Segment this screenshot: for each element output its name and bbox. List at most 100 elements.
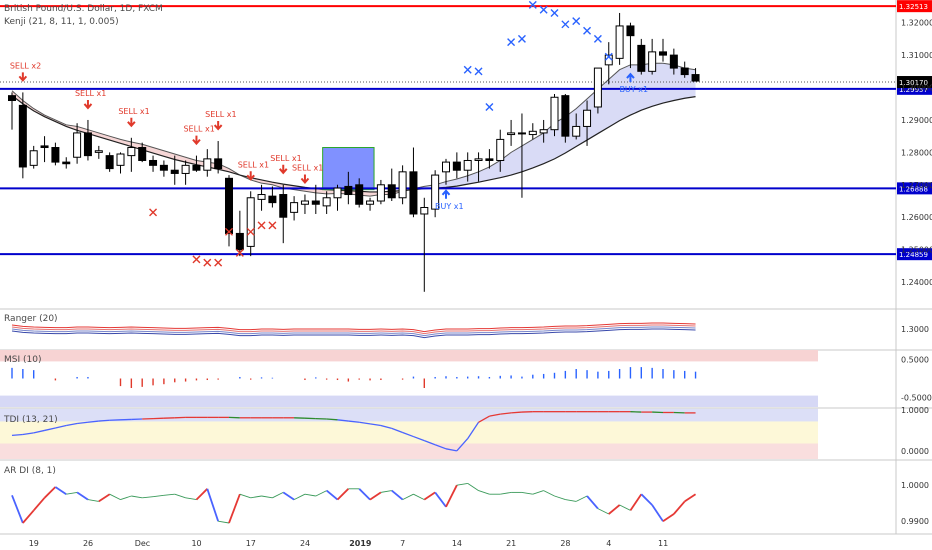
- ardi-line-segment: [120, 495, 132, 501]
- candle-body: [593, 67, 602, 108]
- candle-body: [311, 200, 320, 205]
- ardi-line-segment: [195, 488, 208, 501]
- tdi-line-segment: [326, 418, 338, 421]
- ranger-axis-tick: 1.3000: [901, 325, 929, 334]
- signal-x-mark: [550, 8, 559, 17]
- candle-body: [398, 171, 407, 199]
- kenji-indicator-label: Kenji (21, 8, 11, 1, 0.005): [4, 17, 119, 27]
- tdi-line-segment: [478, 415, 490, 423]
- ardi-line-segment: [43, 486, 57, 499]
- candle-body: [181, 164, 190, 174]
- msi-upper-zone: [0, 350, 818, 362]
- sell-signal-label: SELL x1: [238, 160, 269, 169]
- candle-body: [669, 54, 678, 69]
- candle-body: [225, 177, 233, 234]
- ardi-line-segment: [218, 520, 230, 524]
- tdi-line-segment: [369, 423, 381, 427]
- ardi-line-segment: [434, 491, 447, 508]
- candle-body: [452, 161, 461, 171]
- sell-signal-label: SELL x1: [205, 110, 236, 119]
- ranger-indicator-label: Ranger (20): [4, 314, 58, 324]
- signal-x-mark: [507, 38, 516, 47]
- msi-indicator-label: MSI (10): [4, 355, 42, 365]
- sell-signal-arrow: [278, 164, 288, 175]
- candle-body: [246, 197, 255, 247]
- signal-x-mark: [192, 255, 201, 264]
- time-axis-tick: 28: [560, 539, 570, 548]
- candle-body: [431, 174, 440, 210]
- candle-body: [268, 195, 277, 204]
- ardi-line-segment: [304, 493, 316, 497]
- tdi-middle-zone: [0, 421, 818, 444]
- signal-x-mark: [235, 248, 244, 257]
- ardi-line-segment: [478, 490, 490, 495]
- ardi-line-segment: [673, 500, 686, 515]
- msi-axis-tick: 0.5000: [901, 356, 929, 365]
- tdi-line-segment: [77, 421, 89, 425]
- ardi-line-segment: [185, 497, 197, 501]
- ardi-line-segment: [575, 495, 588, 502]
- candle-body: [300, 200, 309, 205]
- sell-signal-arrow: [127, 117, 136, 128]
- candle-body: [149, 159, 158, 166]
- ardi-line-segment: [554, 495, 566, 501]
- candle-body: [409, 171, 418, 215]
- ardi-line-segment: [391, 489, 404, 501]
- candle-body: [496, 138, 505, 161]
- tdi-line-segment: [380, 424, 392, 430]
- ardi-line-segment: [174, 493, 186, 499]
- msi-axis-tick: -0.5000: [901, 394, 932, 403]
- ardi-line-segment: [76, 491, 89, 501]
- signal-x-mark: [203, 258, 212, 267]
- candle-body: [290, 202, 299, 213]
- time-axis-tick: 7: [400, 539, 405, 548]
- candle-body: [170, 169, 179, 174]
- candle-body: [626, 25, 635, 37]
- ardi-line-segment: [293, 493, 306, 501]
- time-axis-tick: 2019: [349, 539, 372, 548]
- price-level-label: 1.29957: [899, 86, 928, 94]
- time-axis-tick: 11: [658, 539, 668, 548]
- signal-x-mark: [517, 34, 526, 43]
- candle-body: [73, 132, 82, 158]
- sell-signal-arrow: [246, 171, 255, 181]
- ranger-band-line: [11, 328, 696, 339]
- time-axis-tick: 24: [300, 539, 310, 548]
- tdi-line-segment: [511, 411, 522, 414]
- price-axis-tick: 1.32000: [901, 19, 932, 28]
- sell-signal-label: SELL x1: [270, 154, 301, 163]
- candle-body: [442, 161, 450, 173]
- ardi-axis-tick: 1.0000: [901, 481, 929, 490]
- tdi-indicator-label: TDI (13, 21): [4, 415, 58, 425]
- ardi-line-segment: [142, 496, 154, 499]
- ardi-line-segment: [586, 495, 599, 510]
- candle-body: [517, 132, 526, 135]
- candle-body: [214, 158, 223, 170]
- ardi-line-segment: [239, 493, 251, 499]
- signal-x-mark: [485, 102, 494, 111]
- last-price-label: 1.30170: [899, 79, 928, 87]
- ardi-line-segment: [336, 488, 349, 501]
- ardi-line-segment: [629, 493, 643, 511]
- ardi-line-segment: [467, 483, 479, 491]
- ardi-line-segment: [597, 508, 609, 515]
- ardi-line-segment: [54, 486, 67, 495]
- tdi-line-segment: [391, 427, 403, 434]
- time-axis-tick: 10: [191, 539, 201, 548]
- ardi-line-segment: [98, 493, 111, 503]
- candle-body: [659, 51, 667, 56]
- ardi-line-segment: [684, 493, 697, 503]
- sell-signal-label: SELL x1: [118, 107, 149, 116]
- buy-signal-label: BUY x1: [435, 202, 464, 211]
- price-axis-tick: 1.27000: [901, 181, 932, 190]
- ardi-line-segment: [282, 491, 295, 501]
- ardi-axis-tick: 0.9900: [901, 517, 929, 526]
- candle-body: [127, 147, 136, 157]
- sell-signal-label: SELL x1: [183, 125, 214, 134]
- ardi-line-segment: [456, 482, 468, 486]
- ardi-line-segment: [402, 493, 414, 501]
- candle-body: [257, 194, 266, 200]
- signal-x-mark: [593, 34, 602, 43]
- ardi-line-segment: [131, 495, 143, 499]
